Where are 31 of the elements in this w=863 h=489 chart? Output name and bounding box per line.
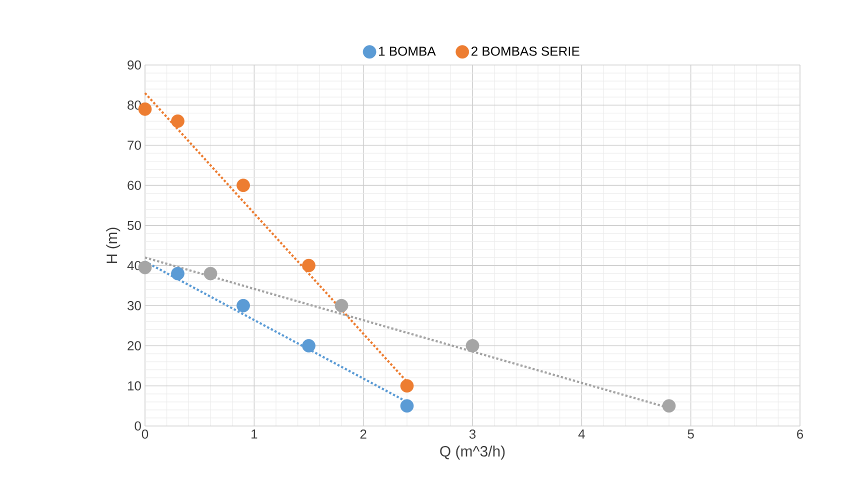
point	[236, 178, 250, 192]
x-tick-label: 0	[142, 430, 148, 439]
y-tick-label: 10	[128, 381, 141, 390]
x-tick-label: 6	[797, 430, 804, 439]
x-tick-label: 2	[360, 430, 366, 439]
x-tick-label: 5	[688, 430, 694, 439]
point	[171, 266, 184, 280]
point	[466, 339, 480, 352]
y-tick-label: 90	[128, 60, 141, 70]
y-tick-label: 20	[128, 341, 141, 350]
point	[236, 298, 250, 312]
point	[302, 258, 316, 272]
y-tick-label: 50	[128, 220, 141, 230]
y-tick-label: 30	[128, 301, 141, 310]
y-tick-label: 60	[128, 180, 141, 190]
legend-label: 1 BOMBA	[379, 46, 436, 56]
y-axis-title: H (m)	[106, 228, 120, 264]
point	[302, 339, 316, 352]
x-tick-label: 1	[252, 430, 258, 438]
point	[662, 399, 676, 413]
point	[204, 266, 218, 280]
x-tick-label: 3	[469, 430, 476, 439]
point	[171, 114, 184, 128]
y-tick-label: 0	[134, 421, 141, 431]
x-tick-label: 4	[578, 430, 585, 438]
legend-label: 2 BOMBAS SERIE	[472, 46, 580, 56]
y-tick-label: 70	[128, 140, 141, 150]
x-axis-title: Q (m^3/h)	[440, 446, 505, 460]
point	[400, 379, 414, 393]
point	[334, 298, 348, 312]
point	[400, 399, 414, 413]
